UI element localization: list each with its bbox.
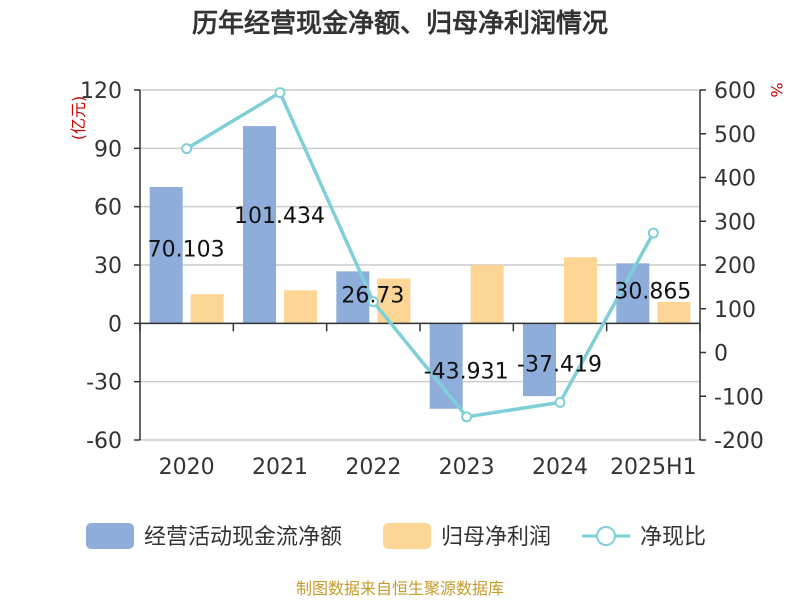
bar-net-profit xyxy=(657,301,691,324)
right-tick-label: 300 xyxy=(714,210,756,235)
bar-net-profit xyxy=(564,257,597,324)
left-tick-label: -30 xyxy=(86,371,122,396)
right-axis-unit: % xyxy=(767,82,786,97)
right-tick-label: 200 xyxy=(714,254,756,279)
bar-net-profit xyxy=(284,290,317,324)
legend-label-cash-flow: 经营活动现金流净额 xyxy=(144,525,342,550)
bar-cash-flow xyxy=(149,187,183,324)
axes: 1209060300-30-606005004003002001000-100-… xyxy=(80,79,764,480)
category-label: 2020 xyxy=(159,455,215,480)
legend: 经营活动现金流净额 归母净利润 净现比 xyxy=(86,523,706,550)
data-label-cash-flow: 101.434 xyxy=(234,204,325,229)
right-tick-label: 400 xyxy=(714,167,756,192)
right-tick-label: 100 xyxy=(714,298,756,323)
left-tick-label: 0 xyxy=(108,312,122,337)
left-tick-label: -60 xyxy=(86,429,122,454)
right-tick-label: 600 xyxy=(714,79,756,104)
category-label: 2025H1 xyxy=(610,455,697,480)
data-label-cash-flow: -37.419 xyxy=(517,352,602,377)
bar-cash-flow xyxy=(429,323,463,409)
right-tick-label: -200 xyxy=(714,429,764,454)
category-label: 2021 xyxy=(252,455,308,480)
category-label: 2023 xyxy=(439,455,495,480)
category-label: 2022 xyxy=(345,455,401,480)
bar-net-profit xyxy=(470,265,504,324)
ratio-point xyxy=(274,87,286,99)
ratio-point xyxy=(181,143,193,155)
left-tick-label: 30 xyxy=(94,254,122,279)
bar-net-profit xyxy=(190,294,224,324)
right-tick-label: 500 xyxy=(714,123,756,148)
chart-title: 历年经营现金净额、归母净利润情况 xyxy=(192,8,608,39)
legend-swatch-ratio-marker xyxy=(596,526,616,546)
left-tick-label: 90 xyxy=(94,137,122,162)
data-label-cash-flow: 26.73 xyxy=(341,284,404,309)
legend-swatch-cash-flow xyxy=(86,523,134,549)
ratio-line xyxy=(185,90,655,419)
ratio-point xyxy=(554,396,566,408)
data-label-cash-flow: 70.103 xyxy=(148,237,225,262)
ratio-point xyxy=(647,227,659,239)
left-tick-label: 120 xyxy=(80,79,122,104)
source-note: 制图数据来自恒生聚源数据库 xyxy=(296,579,504,598)
bar-series xyxy=(149,126,691,409)
data-labels: 70.103 101.434 26.73 -43.931 -37.419 30.865 xyxy=(148,204,692,384)
left-tick-label: 60 xyxy=(94,196,122,221)
legend-swatch-net-profit xyxy=(383,523,431,549)
legend-label-net-profit: 归母净利润 xyxy=(441,525,551,550)
gridlines xyxy=(140,89,700,441)
left-axis-unit: (亿元) xyxy=(69,96,88,141)
right-tick-label: -100 xyxy=(714,385,764,410)
ratio-point xyxy=(461,411,473,423)
data-label-cash-flow: -43.931 xyxy=(424,359,509,384)
ratio-point xyxy=(367,296,379,308)
category-label: 2024 xyxy=(532,455,588,480)
ratio-line-series xyxy=(181,87,659,423)
legend-label-ratio: 净现比 xyxy=(640,525,706,550)
data-label-cash-flow: 30.865 xyxy=(614,279,691,304)
bar-cash-flow xyxy=(523,323,556,397)
bar-cash-flow xyxy=(243,126,276,324)
right-tick-label: 0 xyxy=(714,342,728,367)
